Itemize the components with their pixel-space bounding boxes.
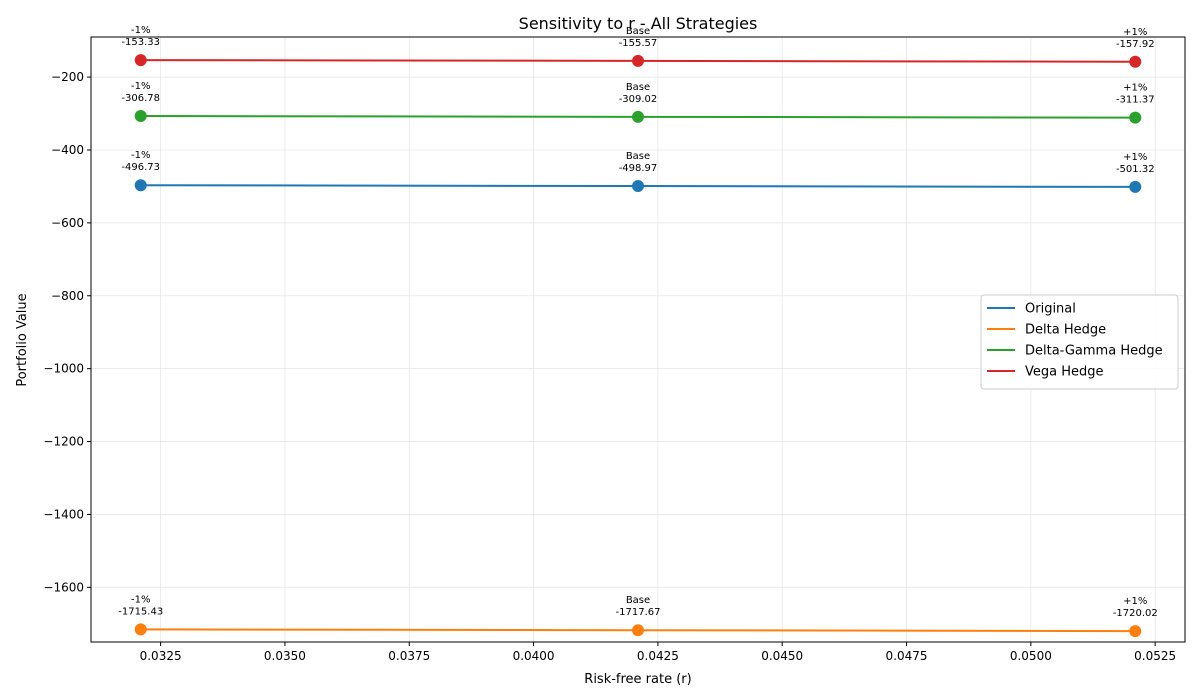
y-tick-label: −1400: [43, 507, 84, 521]
y-tick-label: −400: [51, 143, 84, 157]
data-label-scenario: +1%: [1123, 152, 1147, 163]
data-label-scenario: -1%: [131, 81, 150, 92]
chart-title: Sensitivity to r - All Strategies: [519, 14, 758, 33]
data-point: [632, 180, 644, 193]
plot-frame: [90, 36, 1186, 643]
x-tick-label: 0.0475: [886, 649, 928, 663]
data-point: [1129, 111, 1142, 124]
x-tick-label: 0.0375: [388, 649, 430, 663]
data-point: [134, 623, 147, 636]
data-point: [134, 54, 147, 67]
data-label-value: -311.37: [1116, 95, 1155, 106]
legend-label: Delta-Gamma Hedge: [1025, 344, 1163, 359]
x-tick-label: 0.0350: [264, 649, 306, 663]
data-label-value: -157.92: [1116, 39, 1155, 50]
x-tick-label: 0.0325: [140, 649, 182, 663]
y-axis-ticks: −200 −400 −600 −800 −1000 −1200 −1400 −1600: [43, 70, 91, 594]
data-point: [632, 624, 644, 637]
data-label-value: -153.33: [121, 37, 160, 48]
x-axis-ticks: 0.0325 0.0350 0.0375 0.0400 0.0425 0.0450 0.04…: [140, 642, 1176, 663]
y-tick-label: −600: [51, 216, 84, 230]
data-label-value: -306.78: [121, 93, 160, 104]
y-axis-title: Portfolio Value: [15, 293, 30, 386]
data-label-value: -1717.67: [616, 607, 661, 618]
y-tick-label: −800: [51, 289, 84, 303]
legend-label: Delta Hedge: [1025, 323, 1106, 338]
data-label-scenario: Base: [626, 26, 650, 37]
data-point: [1129, 625, 1142, 638]
y-tick-label: −1200: [43, 435, 84, 449]
legend-label: Vega Hedge: [1025, 365, 1104, 380]
y-tick-label: −1600: [43, 580, 84, 594]
data-label-value: -309.02: [619, 94, 658, 105]
data-labels: -1%-496.73Base-498.97+1%-501.32-1%-1715.…: [118, 25, 1158, 619]
legend-label: Original: [1025, 302, 1076, 317]
data-points: [134, 54, 1142, 638]
legend-box: [980, 294, 1179, 390]
data-label-value: -496.73: [121, 162, 160, 173]
x-tick-label: 0.0525: [1134, 649, 1176, 663]
data-label-scenario: +1%: [1123, 596, 1147, 607]
x-tick-label: 0.0500: [1010, 649, 1052, 663]
data-point: [1129, 180, 1142, 193]
data-label-value: -1720.02: [1113, 608, 1158, 619]
x-axis-title: Risk-free rate (r): [584, 672, 691, 687]
data-label-value: -1715.43: [118, 606, 163, 617]
y-tick-label: −1000: [43, 362, 84, 376]
data-label-scenario: Base: [626, 151, 650, 162]
x-tick-label: 0.0400: [513, 649, 555, 663]
data-label-value: -155.57: [619, 38, 658, 49]
data-label-value: -501.32: [1116, 164, 1155, 175]
data-label-scenario: +1%: [1123, 83, 1147, 94]
data-point: [134, 110, 147, 123]
data-point: [134, 179, 147, 192]
data-label-scenario: -1%: [131, 25, 150, 36]
data-label-scenario: Base: [626, 595, 650, 606]
data-point: [632, 110, 644, 123]
data-point: [1129, 55, 1142, 68]
data-label-scenario: Base: [626, 82, 650, 93]
x-tick-label: 0.0425: [637, 649, 679, 663]
data-label-value: -498.97: [619, 163, 658, 174]
data-label-scenario: +1%: [1123, 27, 1147, 38]
data-point: [632, 54, 644, 67]
data-label-scenario: -1%: [131, 150, 150, 161]
y-tick-label: −200: [51, 70, 84, 84]
legend: Original Delta Hedge Delta-Gamma Hedge Vega…: [980, 294, 1179, 390]
data-label-scenario: -1%: [131, 594, 150, 605]
x-tick-label: 0.0450: [761, 649, 803, 663]
